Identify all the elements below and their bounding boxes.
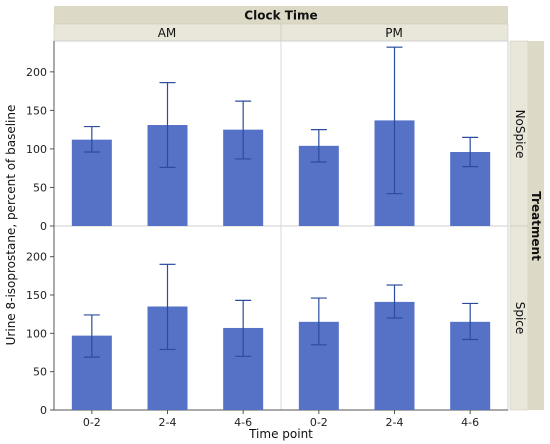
y-tick-label: 50	[33, 181, 47, 194]
x-ticks-layer: 0-2 2-4 4-6 0-2 2-4 4-6	[83, 410, 479, 429]
y-tick-label: 0	[40, 404, 47, 417]
y-tick-label: 150	[26, 104, 47, 117]
x-tick-label: 0-2	[310, 416, 328, 429]
y-tick-label: 150	[26, 289, 47, 302]
bars-layer	[71, 120, 491, 410]
pm-header-label: PM	[385, 26, 403, 40]
x-axis-label: Time point	[248, 427, 313, 441]
bar	[374, 301, 415, 410]
bar	[71, 139, 112, 226]
y-tick-label: 0	[40, 220, 47, 233]
x-tick-label: 2-4	[386, 416, 404, 429]
y-tick-label: 100	[26, 327, 47, 340]
y-tick-label: 50	[33, 366, 47, 379]
nospice-strip-label: NoSpice	[513, 110, 527, 159]
y-ticks-layer: 0 50 100 150 200 0 50 100 150 200	[26, 66, 54, 417]
panel-frames	[53, 40, 509, 411]
row-group-title: Treatment	[529, 191, 543, 261]
row-group-header	[528, 41, 544, 410]
y-tick-label: 200	[26, 251, 47, 264]
x-tick-label: 4-6	[461, 416, 479, 429]
x-tick-label: 4-6	[234, 416, 252, 429]
error-bars-layer	[83, 46, 479, 358]
am-header-label: AM	[158, 26, 177, 40]
x-tick-label: 2-4	[159, 416, 177, 429]
y-tick-label: 200	[26, 66, 47, 79]
column-group-header	[54, 6, 508, 24]
spice-strip-label: Spice	[513, 302, 527, 335]
column-group-title: Clock Time	[244, 9, 317, 23]
y-axis-label: Urine 8-isoprostane, percent of baseline	[4, 105, 18, 346]
y-tick-label: 100	[26, 143, 47, 156]
x-tick-label: 0-2	[83, 416, 101, 429]
